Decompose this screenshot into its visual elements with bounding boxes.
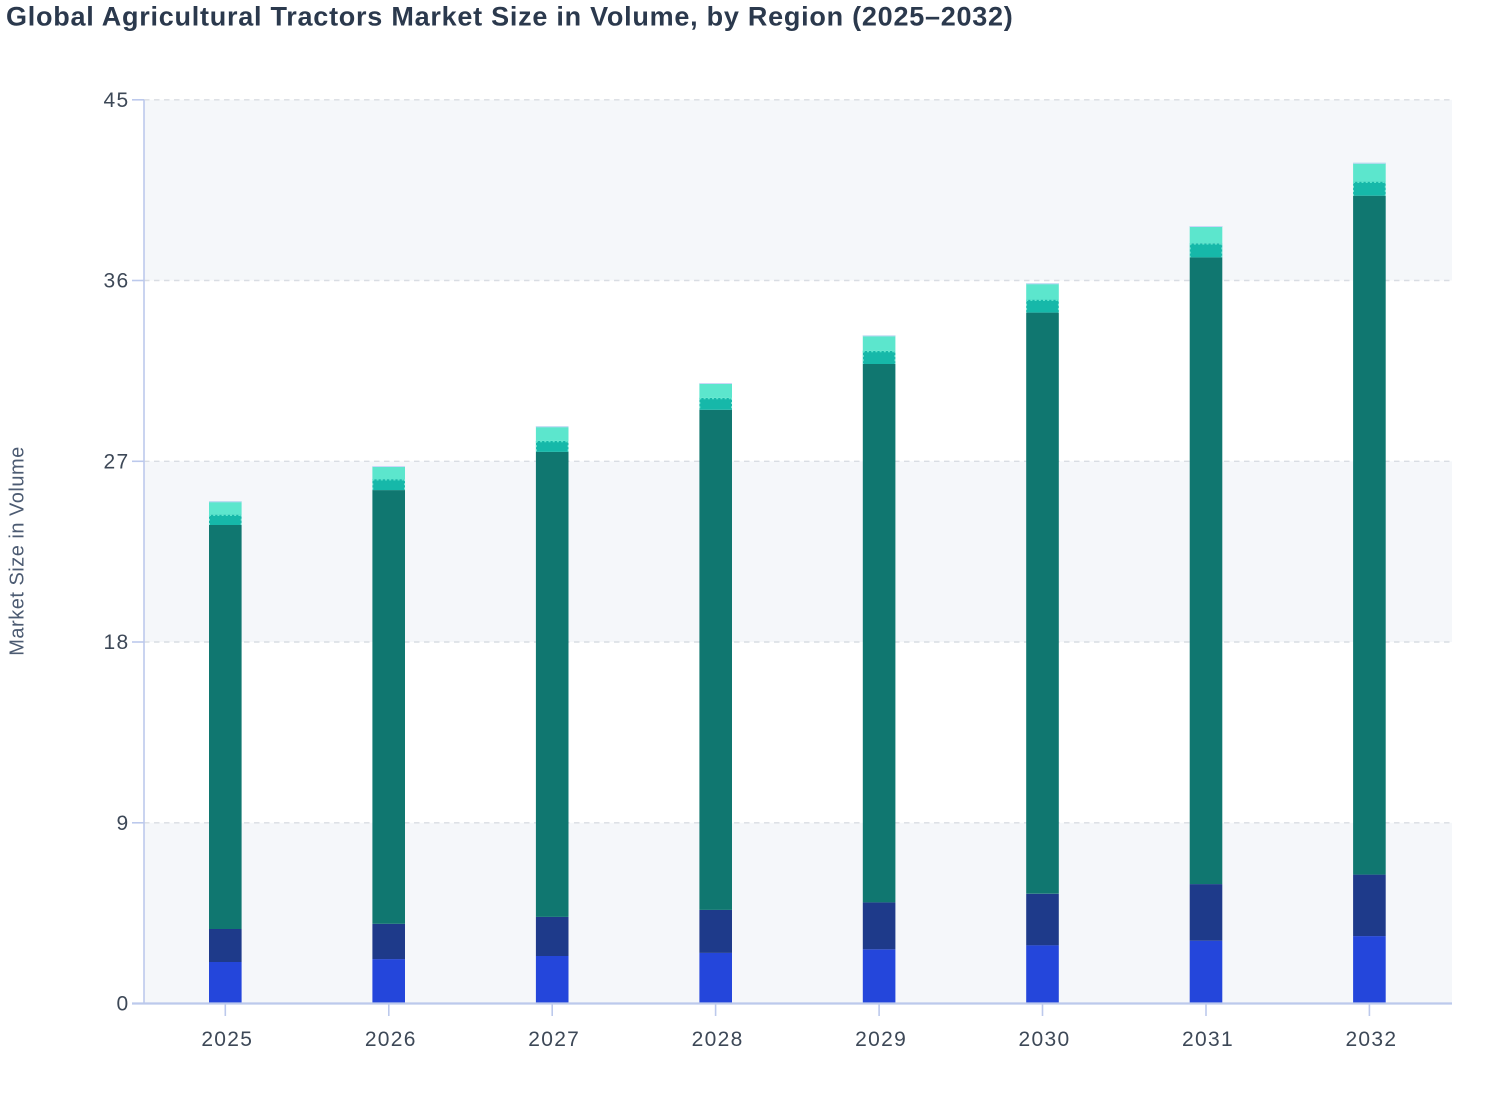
svg-text:2029: 2029 — [855, 1028, 907, 1051]
svg-text:Market Size in Volume: Market Size in Volume — [7, 446, 29, 655]
svg-text:27: 27 — [104, 451, 130, 474]
svg-text:2032: 2032 — [1345, 1028, 1397, 1051]
svg-text:2025: 2025 — [201, 1028, 253, 1051]
svg-text:2028: 2028 — [692, 1028, 744, 1051]
svg-text:2030: 2030 — [1019, 1028, 1071, 1051]
svg-text:45: 45 — [104, 89, 130, 112]
svg-text:2026: 2026 — [365, 1028, 417, 1051]
svg-text:0: 0 — [117, 993, 130, 1016]
svg-text:18: 18 — [104, 631, 130, 654]
svg-text:2027: 2027 — [528, 1028, 580, 1051]
svg-text:Global Agricultural Tractors M: Global Agricultural Tractors Market Size… — [6, 2, 1014, 32]
svg-text:36: 36 — [104, 270, 130, 293]
svg-text:2031: 2031 — [1182, 1028, 1234, 1051]
svg-text:9: 9 — [117, 812, 130, 835]
